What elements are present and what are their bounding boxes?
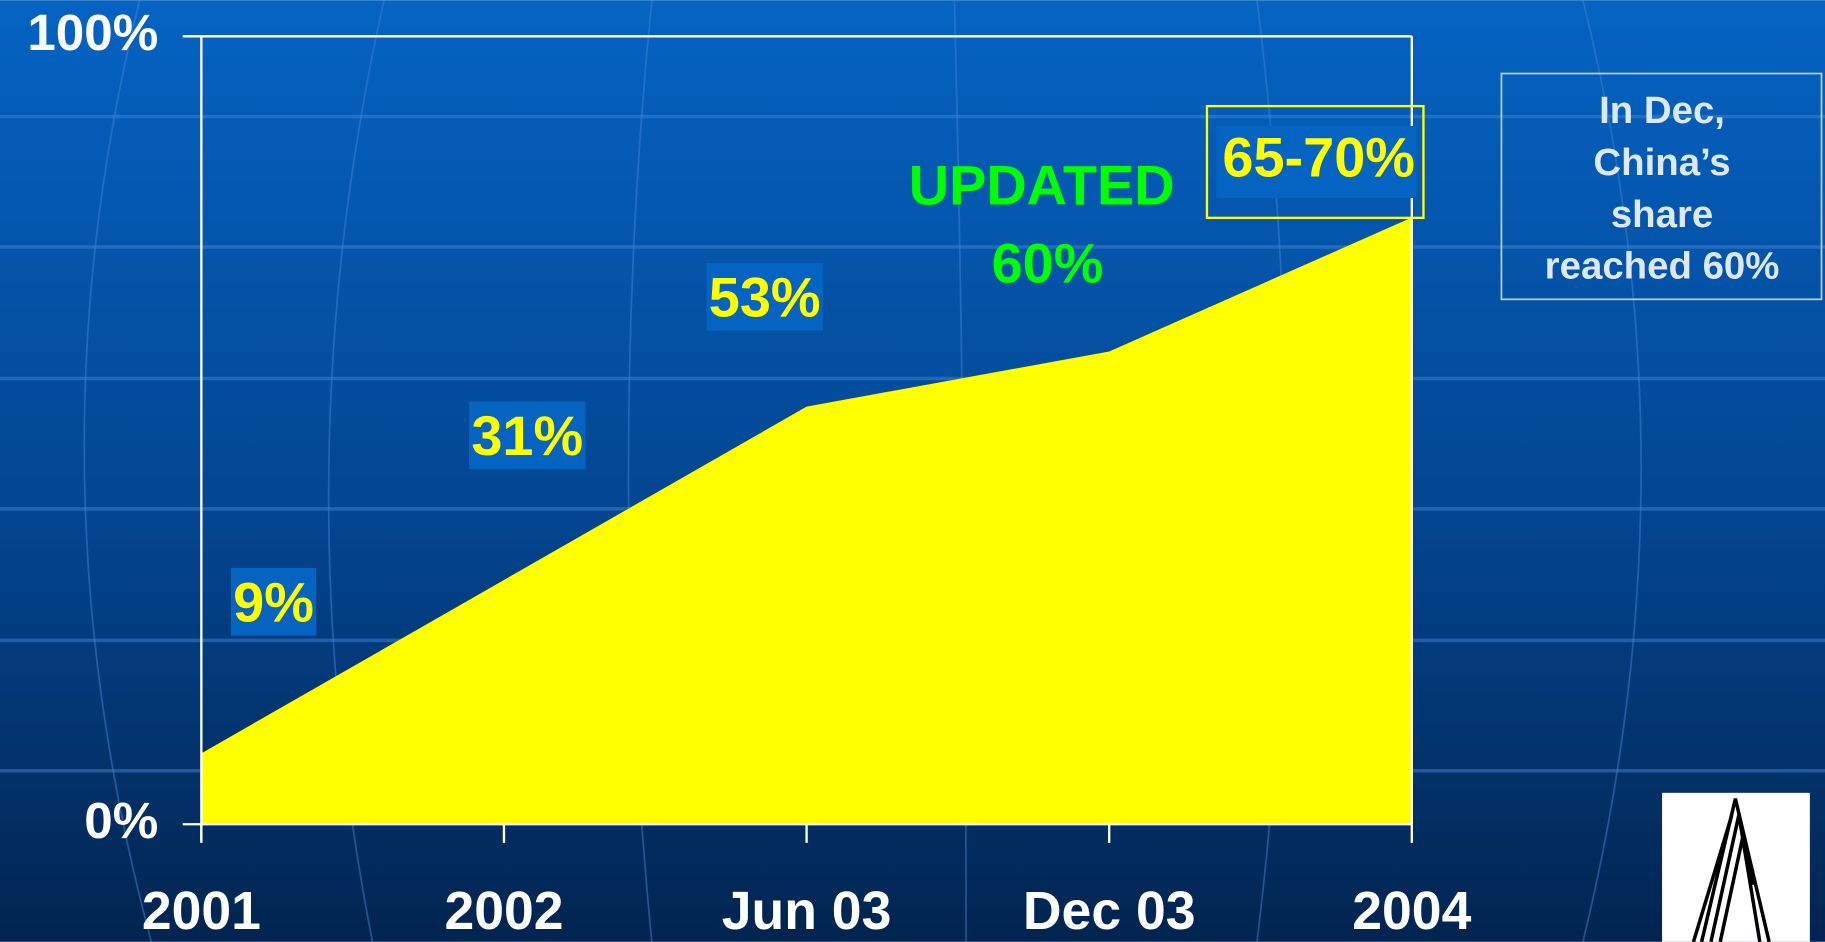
annotation: 65-70% bbox=[1222, 126, 1415, 189]
label-background bbox=[1216, 125, 1417, 199]
area bbox=[201, 217, 1412, 825]
label-background bbox=[230, 568, 317, 636]
x-tick-label: 2004 bbox=[1352, 882, 1471, 941]
x-tick-label: Dec 03 bbox=[1023, 882, 1196, 941]
note-text: In Dec, bbox=[1599, 89, 1725, 132]
note-box bbox=[1500, 72, 1823, 301]
note-text: share bbox=[1611, 193, 1713, 236]
data-label: 9% bbox=[233, 570, 314, 633]
x-tick-label: Jun 03 bbox=[722, 882, 892, 941]
data-label: 31% bbox=[471, 404, 583, 467]
note-text: reached 60% bbox=[1545, 245, 1780, 288]
x-tick-label: 2001 bbox=[142, 882, 261, 941]
label-background bbox=[706, 263, 823, 331]
logo-mark bbox=[1691, 798, 1771, 942]
logo bbox=[1662, 792, 1810, 942]
label-background bbox=[469, 401, 586, 470]
y-tick-label: 0% bbox=[84, 792, 158, 849]
data-label: 53% bbox=[709, 265, 821, 328]
data-label: 60% bbox=[992, 232, 1104, 295]
note-frame bbox=[1500, 72, 1823, 301]
annotation: UPDATED bbox=[909, 154, 1175, 217]
note-text: China’s bbox=[1593, 141, 1730, 184]
annotation-frame bbox=[1205, 104, 1425, 220]
x-tick-label: 2002 bbox=[444, 882, 563, 941]
y-tick-label: 100% bbox=[27, 4, 158, 61]
